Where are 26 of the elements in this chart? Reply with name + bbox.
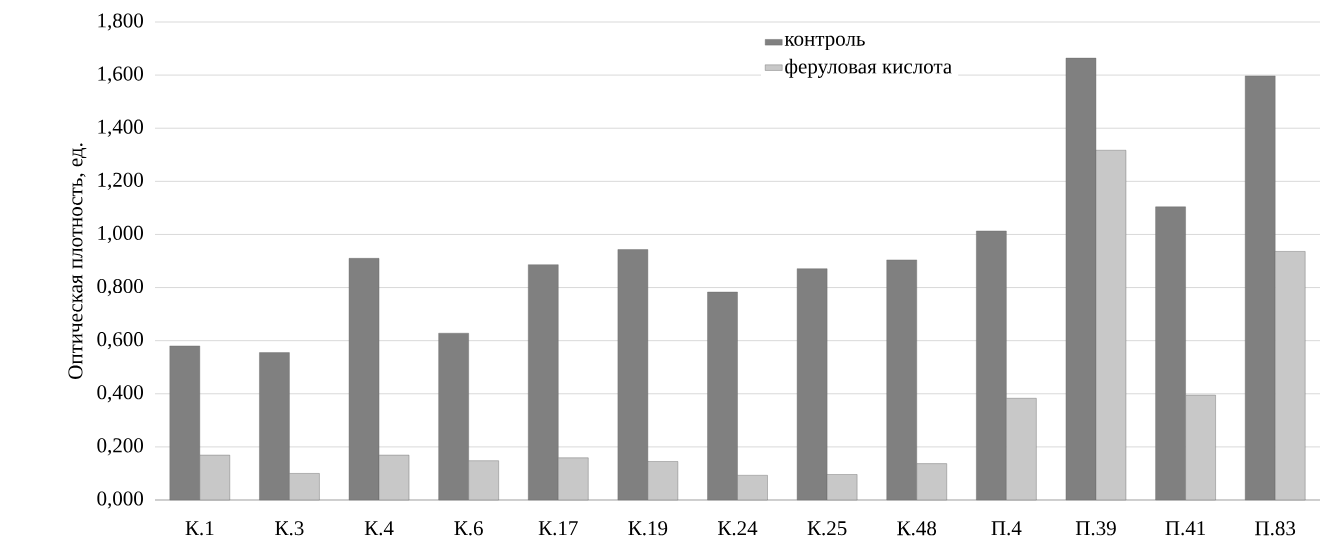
- x-tick-label: П.83: [1255, 521, 1296, 536]
- x-tick-label: К.24: [717, 521, 758, 536]
- y-tick-label: 0,000: [97, 491, 144, 509]
- x-tick-label: К.1: [185, 521, 214, 536]
- y-tick-label: 1,200: [98, 172, 144, 190]
- y-axis-title: Оптическая плотность, ед.: [68, 143, 87, 379]
- x-tick-label: П.4: [991, 521, 1022, 536]
- y-tick-label: 0,800: [97, 278, 144, 297]
- x-tick-label: К.48: [897, 521, 937, 536]
- y-tick-label: 0,200: [97, 438, 144, 456]
- x-tick-label: К.3: [275, 521, 304, 536]
- x-tick-label: К.6: [454, 521, 483, 536]
- x-tick-label: К.4: [364, 521, 394, 536]
- y-tick-label: 0,600: [97, 332, 144, 350]
- x-tick-label: П.39: [1075, 521, 1116, 536]
- y-tick-label: 1,000: [98, 225, 144, 244]
- y-tick-label: 1,400: [98, 119, 144, 137]
- y-tick-label: 0,400: [97, 385, 144, 403]
- x-tick-label: К.25: [807, 521, 847, 536]
- x-tick-label: К.19: [628, 521, 668, 536]
- y-tick-label: 1,800: [98, 13, 144, 31]
- x-tick-label: П.41: [1165, 521, 1206, 536]
- legend-label: феруловая кислота: [785, 58, 952, 78]
- y-tick-label: 1,600: [98, 66, 144, 84]
- x-tick-label: К.17: [538, 521, 578, 536]
- legend-label: контроль: [784, 35, 865, 51]
